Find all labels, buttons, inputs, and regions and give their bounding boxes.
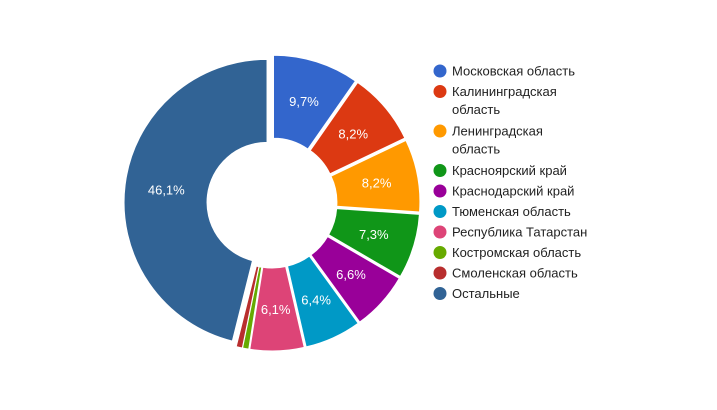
legend-item[interactable]: Красноярский край	[433, 163, 567, 178]
slice-value-label: 6,6%	[336, 267, 366, 282]
pie-slice[interactable]	[327, 208, 420, 278]
legend-marker	[433, 205, 447, 218]
legend-label: Московская область	[452, 64, 575, 79]
pie-slice[interactable]	[330, 139, 421, 213]
legend-marker	[433, 124, 447, 138]
legend-label: Калининградская	[452, 84, 557, 99]
slice-value-label: 46,1%	[148, 182, 185, 197]
pie-slice[interactable]	[235, 265, 260, 349]
legend-label: Краснодарский край	[452, 184, 574, 199]
legend: Московская область Калининградская область…	[433, 64, 588, 301]
legend-label: Ленинградская	[452, 124, 543, 139]
pie-slice[interactable]	[123, 58, 268, 342]
legend-label: Остальные	[452, 286, 520, 301]
legend-label: Тюменская область	[452, 204, 571, 219]
slice-value-label: 7,3%	[359, 227, 389, 242]
legend-item[interactable]: Остальные	[433, 286, 520, 301]
legend-marker	[433, 184, 447, 198]
slice-value-label: 8,2%	[362, 176, 392, 191]
pie-slice[interactable]	[309, 81, 406, 175]
legend-label: Смоленская область	[452, 266, 578, 281]
legend-item[interactable]: Калининградская область	[433, 84, 557, 117]
slice-labels: 9,7% 8,2% 8,2% 7,3% 6,6% 6,4% 6,1% 46,1%	[148, 94, 392, 317]
pie-slice[interactable]	[249, 265, 305, 352]
legend-item[interactable]: Краснодарский край	[433, 184, 575, 199]
legend-label: область	[452, 102, 500, 117]
legend-label: область	[452, 142, 500, 157]
slice-value-label: 8,2%	[338, 127, 368, 142]
legend-item[interactable]: Смоленская область	[433, 266, 578, 281]
slice-value-label: 6,4%	[301, 292, 331, 307]
pie-slice[interactable]	[273, 54, 357, 150]
donut-slices	[123, 54, 421, 352]
legend-marker	[433, 164, 447, 177]
pie-slice[interactable]	[286, 255, 359, 348]
legend-marker	[433, 246, 447, 259]
slice-value-label: 6,1%	[261, 302, 291, 317]
legend-item[interactable]: Ленинградская область	[433, 124, 543, 157]
legend-marker	[433, 85, 447, 98]
legend-label: Костромская область	[452, 245, 581, 260]
legend-item[interactable]: Костромская область	[433, 245, 582, 260]
pie-slice[interactable]	[310, 235, 400, 323]
legend-item[interactable]: Республика Татарстан	[433, 225, 588, 240]
slice-value-label: 9,7%	[289, 94, 319, 109]
legend-marker	[433, 225, 447, 239]
legend-item[interactable]: Тюменская область	[433, 204, 572, 219]
legend-label: Красноярский край	[452, 163, 567, 178]
legend-marker	[433, 64, 447, 78]
legend-item[interactable]: Московская область	[433, 64, 576, 79]
legend-marker	[433, 266, 447, 280]
legend-label: Республика Татарстан	[452, 225, 587, 240]
legend-marker	[433, 287, 447, 300]
